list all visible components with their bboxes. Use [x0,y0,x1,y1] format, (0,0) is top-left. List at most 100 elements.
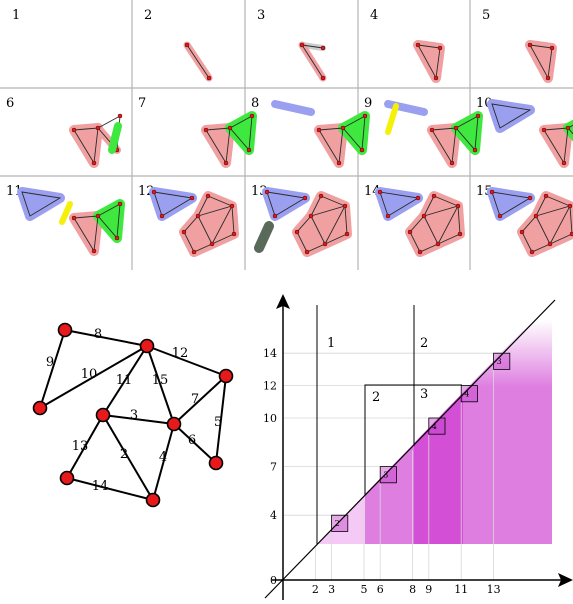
p13-vertex [318,193,324,199]
p13-outline-blue [266,191,307,217]
p14-vertex [415,195,421,201]
panel-label-4: 4 [370,8,378,23]
region-3-box [414,385,463,544]
p15-vertex [519,229,525,235]
graph-edge-9 [39,329,66,409]
graph-edge-7 [173,375,227,425]
p11-vertex [95,213,101,219]
p11-vertex [117,201,123,207]
p14-outline-blue [379,191,420,217]
graph-edge-label-12: 12 [172,346,189,361]
p15-vertex [567,203,573,209]
p12-vertex [151,189,157,195]
p12-vertex [159,213,165,219]
graph-edge-8 [64,329,148,347]
graph-node [139,338,155,354]
panel-label-7: 7 [138,96,146,111]
graph-node [166,416,182,432]
p6-vertex [95,125,101,131]
p5-vertex [549,45,555,51]
x-tick-5: 5 [361,583,368,596]
p2-vertex [206,75,212,81]
graph-edge-label-10: 10 [81,367,98,382]
p14-inner [423,205,459,245]
p15-tri-blue [487,187,535,221]
p10-vertex [565,125,571,131]
graph-nodes [32,322,234,508]
p5-vertex [545,75,551,81]
p5-vertex [527,42,533,48]
p9-edge-yellow [385,103,399,135]
p2-vertex [184,42,190,48]
p12-vertex [229,203,235,209]
small-box [331,514,349,532]
p10-outline-blue [491,103,532,129]
diagram-small-boxes: 2 3 4 4 3 [331,352,511,532]
p10-vertex [561,160,567,166]
p13-vertex [308,213,314,219]
graph-edge-15 [146,345,175,425]
panel-label-1: 1 [12,8,20,23]
graph-node [145,492,161,508]
x-tick-11: 11 [454,583,468,596]
graph-node [57,322,73,338]
p8-tri-green [338,111,370,155]
panel-label-2: 2 [144,8,152,23]
p3-vertex [320,45,326,51]
panel-label-8: 8 [251,96,259,111]
p14-vertex [457,231,463,237]
p12-vertex [195,213,201,219]
p3-vertex [299,42,305,48]
p12-vertex [205,193,211,199]
graph-node [59,470,75,486]
graph-edges [39,329,227,501]
p6-outline-a [73,127,99,165]
p12-vertex [231,231,237,237]
p7-outline-b [229,115,253,152]
p13-vertex [302,195,308,201]
p13-vertex [264,189,270,195]
small-box-label: 3 [383,471,388,480]
region-label-2: 2 [420,336,428,351]
p14-vertex [407,229,413,235]
p11-outline-b [97,203,121,240]
p15-vertex [543,193,549,199]
p5-outline [529,44,553,80]
graph-edge-12 [146,345,227,377]
p15-vertex [529,249,535,255]
diagram-gridlines [283,352,510,580]
p12-vertex [181,229,187,235]
p12-vertex [191,249,197,255]
p8-vertex [359,147,365,153]
graph-edge-10 [39,345,148,409]
x-tick-8: 8 [409,583,416,596]
graph-edge-label-15: 15 [152,373,169,388]
region-label-2: 2 [372,390,380,405]
small-box [428,417,446,435]
diagonal-line [264,299,556,599]
y-tick-4: 4 [270,509,277,522]
p3-vertex [320,75,326,81]
p7-outline-a [205,127,231,165]
p12-vertex [189,195,195,201]
weighted-graph: 2 3 4 5 6 7 8 9 10 11 12 13 14 15 [32,322,234,508]
p7-vertex [227,125,233,131]
graph-edge-5 [215,375,227,464]
p13-tri-blue [262,187,310,221]
p15-vertex [489,189,495,195]
p6-vertex [71,127,77,133]
graph-edge-4 [152,423,175,501]
p15-vertex [527,195,533,201]
p7-vertex [249,113,255,119]
y-tick-12: 12 [263,380,277,393]
graph-edge-label-6: 6 [188,433,196,448]
region-label-3: 3 [420,387,428,402]
small-box [493,352,511,370]
p14-vertex [435,241,441,247]
x-tick-13: 13 [487,583,501,596]
p8-vertex [340,125,346,131]
graph-edge-label-4: 4 [159,450,167,465]
p13-vertex [304,249,310,255]
